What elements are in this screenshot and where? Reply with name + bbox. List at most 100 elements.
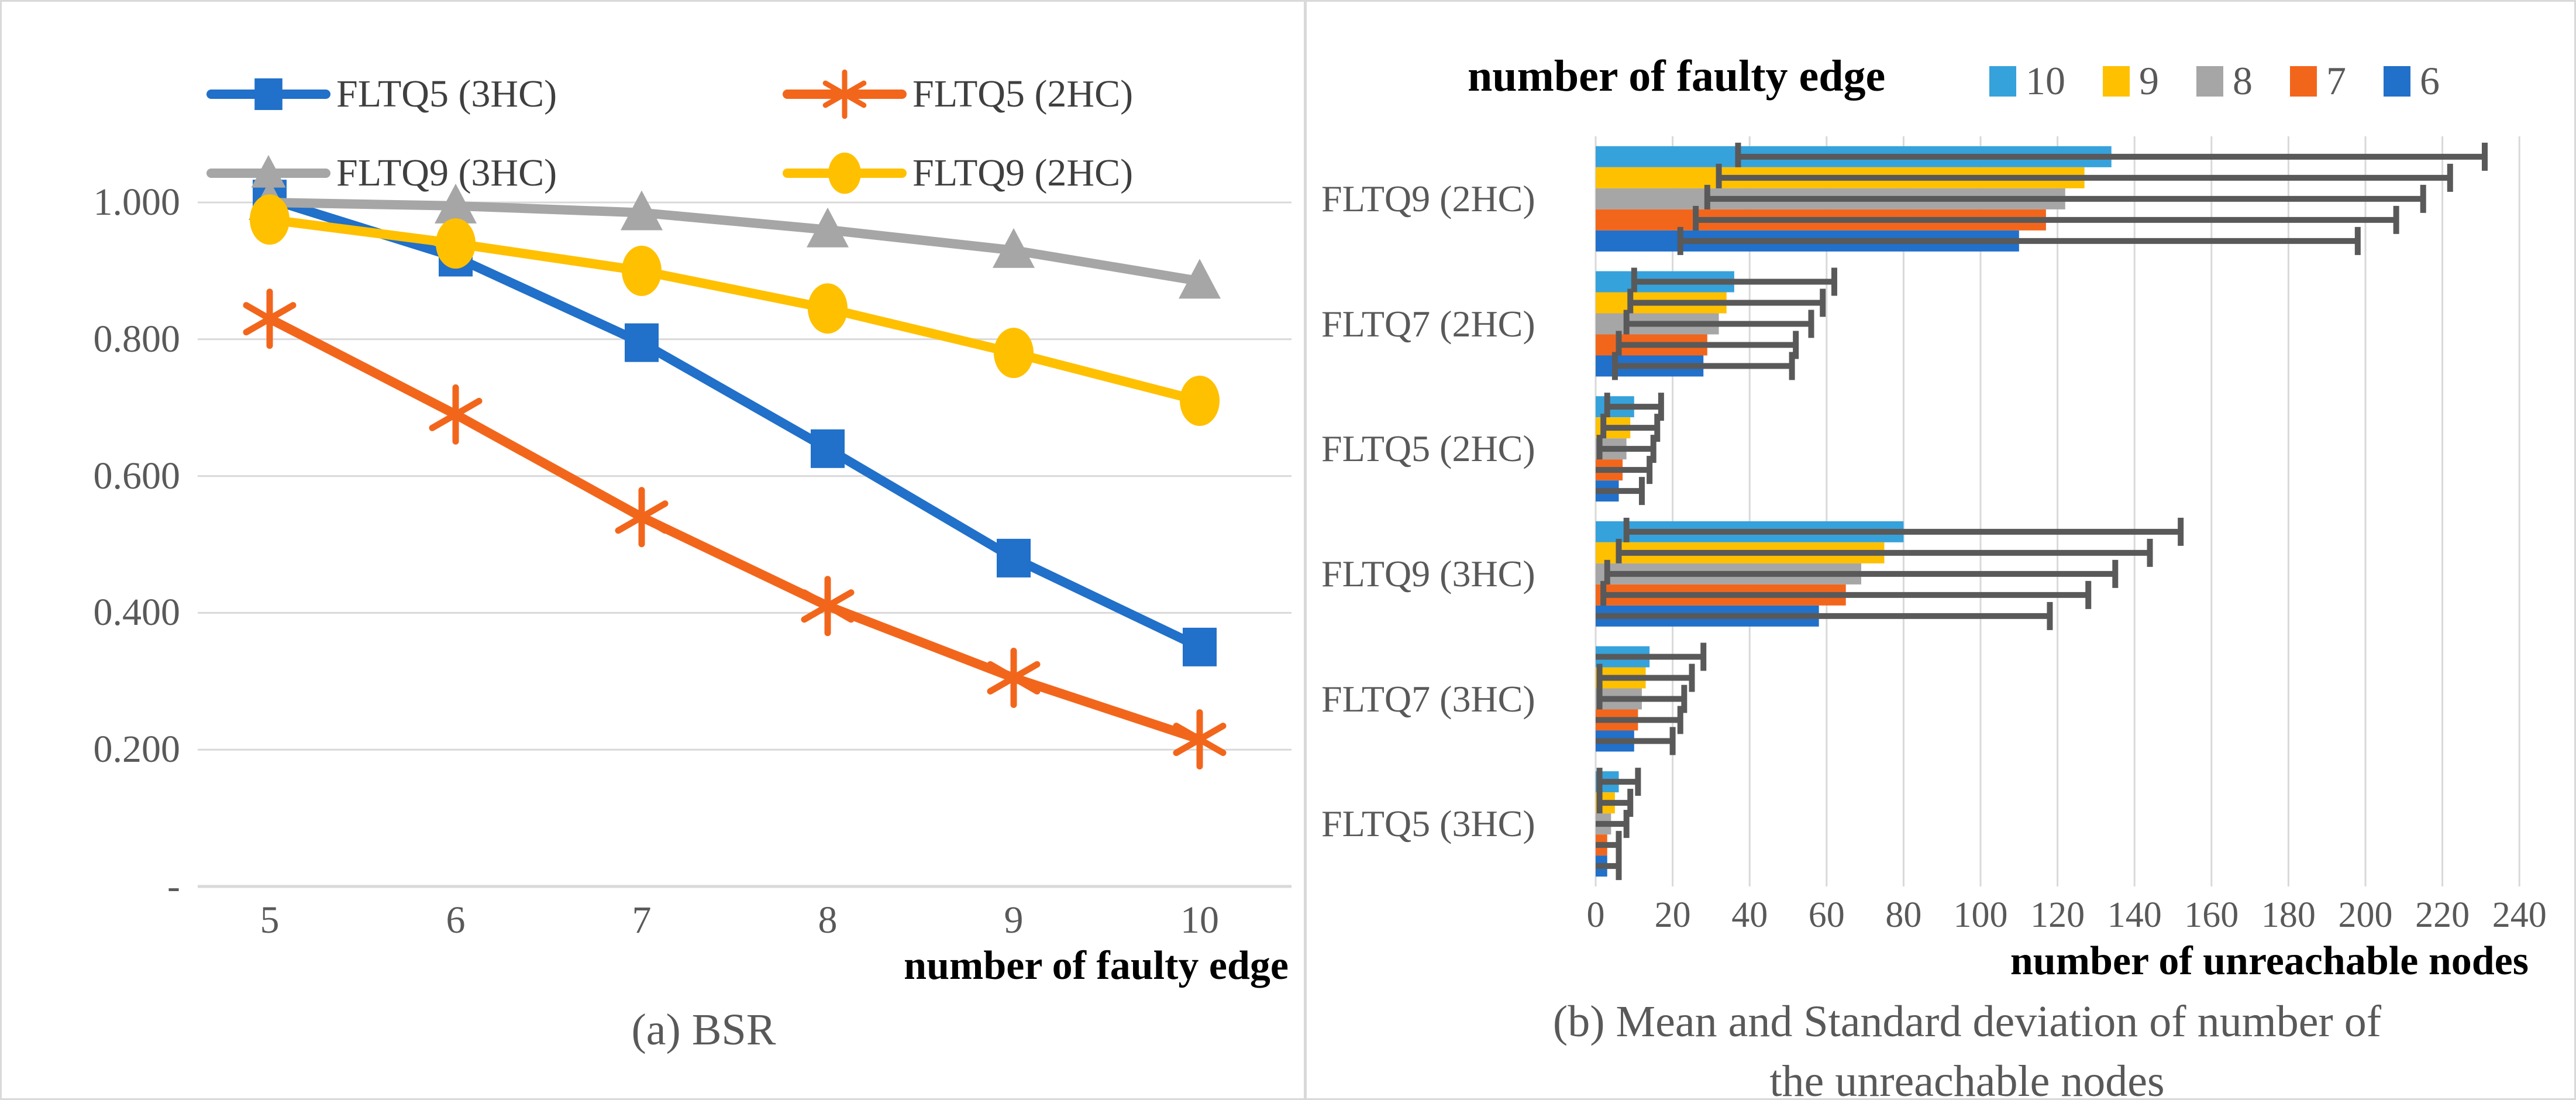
ytick-label--: - [167, 865, 180, 908]
marker-asterisk [243, 288, 297, 349]
error-bar-10 [1596, 642, 1707, 671]
legend-label: FLTQ5 (3HC) [336, 73, 557, 115]
panel-b-caption-line1: (b) Mean and Standard deviation of numbe… [1552, 997, 2382, 1046]
xtick-label-5: 5 [260, 899, 280, 941]
bar-group-fltq7-2hc- [1596, 267, 1837, 380]
xtick-label-160: 160 [2184, 895, 2239, 935]
legend-label: FLTQ5 (2HC) [912, 73, 1134, 115]
legend-item-fltq5-2hc-: FLTQ5 (2HC) [783, 66, 1133, 122]
error-bar-10 [1604, 393, 1664, 421]
legend-marker-square-icon [206, 78, 330, 111]
error-bar-8 [1704, 184, 2426, 213]
bar-group-fltq5-3hc- [1596, 768, 1641, 881]
marker-triangle [993, 228, 1035, 268]
error-bar-10 [1631, 267, 1837, 296]
legend-marker-triangle-icon [206, 154, 330, 188]
error-bar-7 [1596, 456, 1653, 484]
marker-triangle [435, 183, 477, 224]
marker-circle [250, 194, 290, 245]
marker-asterisk [987, 647, 1041, 708]
marker-square [811, 429, 845, 468]
legend-item-fltq9-2hc-: FLTQ9 (2HC) [783, 145, 1133, 201]
marker-triangle [621, 190, 663, 231]
xtick-label-9: 9 [1004, 899, 1024, 941]
error-bar-8 [1596, 685, 1688, 713]
legend-label: 6 [2420, 59, 2440, 103]
error-bar-7 [1616, 331, 1799, 359]
marker-circle [1180, 376, 1220, 427]
category-label-fltq7-2hc-: FLTQ7 (2HC) [1321, 302, 1535, 345]
legend-label: 10 [2026, 59, 2065, 103]
legend-item-fltq9-3hc-: FLTQ9 (3HC) [206, 145, 557, 201]
xtick-label-100: 100 [1953, 895, 2008, 935]
xtick-label-140: 140 [2107, 895, 2162, 935]
bar-chart-legend-title: number of faulty edge [1468, 51, 1886, 101]
series-line [265, 215, 1204, 406]
xtick-label-20: 20 [1654, 895, 1691, 935]
marker-asterisk [429, 384, 483, 445]
legend-label: FLTQ9 (3HC) [336, 152, 557, 194]
error-bar-9 [1716, 163, 2453, 192]
error-bar-6 [1596, 727, 1676, 755]
series-fltq9-2hc- [250, 194, 1220, 427]
legend-item-6: 6 [2384, 58, 2440, 104]
error-bar-7 [1600, 580, 2092, 609]
error-bar-6 [1596, 852, 1622, 881]
marker-asterisk [1173, 709, 1227, 770]
xtick-label-60: 60 [1808, 895, 1845, 935]
marker-square [997, 538, 1031, 578]
marker-circle [436, 218, 476, 269]
marker-square [625, 323, 659, 362]
error-bar-10 [1623, 517, 2184, 546]
legend-item-10: 10 [1989, 58, 2065, 104]
xtick-label-220: 220 [2415, 895, 2470, 935]
xtick-label-80: 80 [1885, 895, 1922, 935]
xtick-label-120: 120 [2030, 895, 2085, 935]
marker-asterisk [615, 487, 669, 548]
marker-circle [828, 152, 861, 194]
panel-a-caption: (a) BSR [631, 1005, 776, 1054]
marker-circle [808, 283, 848, 334]
legend-item-fltq5-3hc-: FLTQ5 (3HC) [206, 66, 557, 122]
error-bar-6 [1596, 601, 2053, 630]
series-fltq5-3hc- [253, 180, 1217, 666]
legend-swatch-icon [2290, 66, 2317, 97]
xtick-label-200: 200 [2338, 895, 2393, 935]
ytick-label-0.400: 0.400 [93, 591, 181, 634]
error-bar-9 [1616, 538, 2153, 567]
xtick-label-8: 8 [818, 899, 838, 941]
marker-triangle [251, 154, 286, 188]
bar-group-fltq9-3hc- [1596, 517, 2184, 630]
error-bar-7 [1693, 205, 2399, 234]
legend-label: FLTQ9 (2HC) [912, 152, 1134, 194]
legend-item-8: 8 [2196, 58, 2253, 104]
xtick-label-40: 40 [1731, 895, 1768, 935]
legend-swatch-icon [2103, 66, 2130, 97]
category-label-fltq7-3hc-: FLTQ7 (3HC) [1321, 678, 1535, 720]
category-label-fltq9-3hc-: FLTQ9 (3HC) [1321, 552, 1535, 594]
line-chart-xaxis-title: number of faulty edge [904, 943, 1289, 988]
series-line [265, 314, 1204, 744]
legend-swatch-icon [2196, 66, 2223, 97]
error-bar-8 [1623, 310, 1814, 338]
marker-triangle [1179, 259, 1221, 299]
error-bar-9 [1596, 789, 1634, 817]
error-bar-10 [1735, 142, 2488, 171]
series-line [265, 194, 1204, 652]
marker-circle [994, 328, 1034, 379]
series-fltq5-2hc- [243, 288, 1227, 770]
xtick-label-0: 0 [1586, 895, 1605, 935]
bar-group-fltq7-3hc- [1596, 642, 1707, 755]
marker-asterisk [801, 576, 855, 637]
marker-square [254, 78, 283, 111]
error-bar-6 [1677, 226, 2361, 255]
marker-circle [622, 245, 662, 296]
bar-group-fltq5-2hc- [1596, 393, 1664, 506]
marker-triangle [807, 207, 849, 248]
error-bar-6 [1596, 477, 1645, 506]
category-label-fltq5-3hc-: FLTQ5 (3HC) [1321, 803, 1535, 845]
marker-asterisk [822, 69, 867, 119]
xtick-label-6: 6 [446, 899, 466, 941]
ytick-label-0.800: 0.800 [93, 317, 181, 360]
